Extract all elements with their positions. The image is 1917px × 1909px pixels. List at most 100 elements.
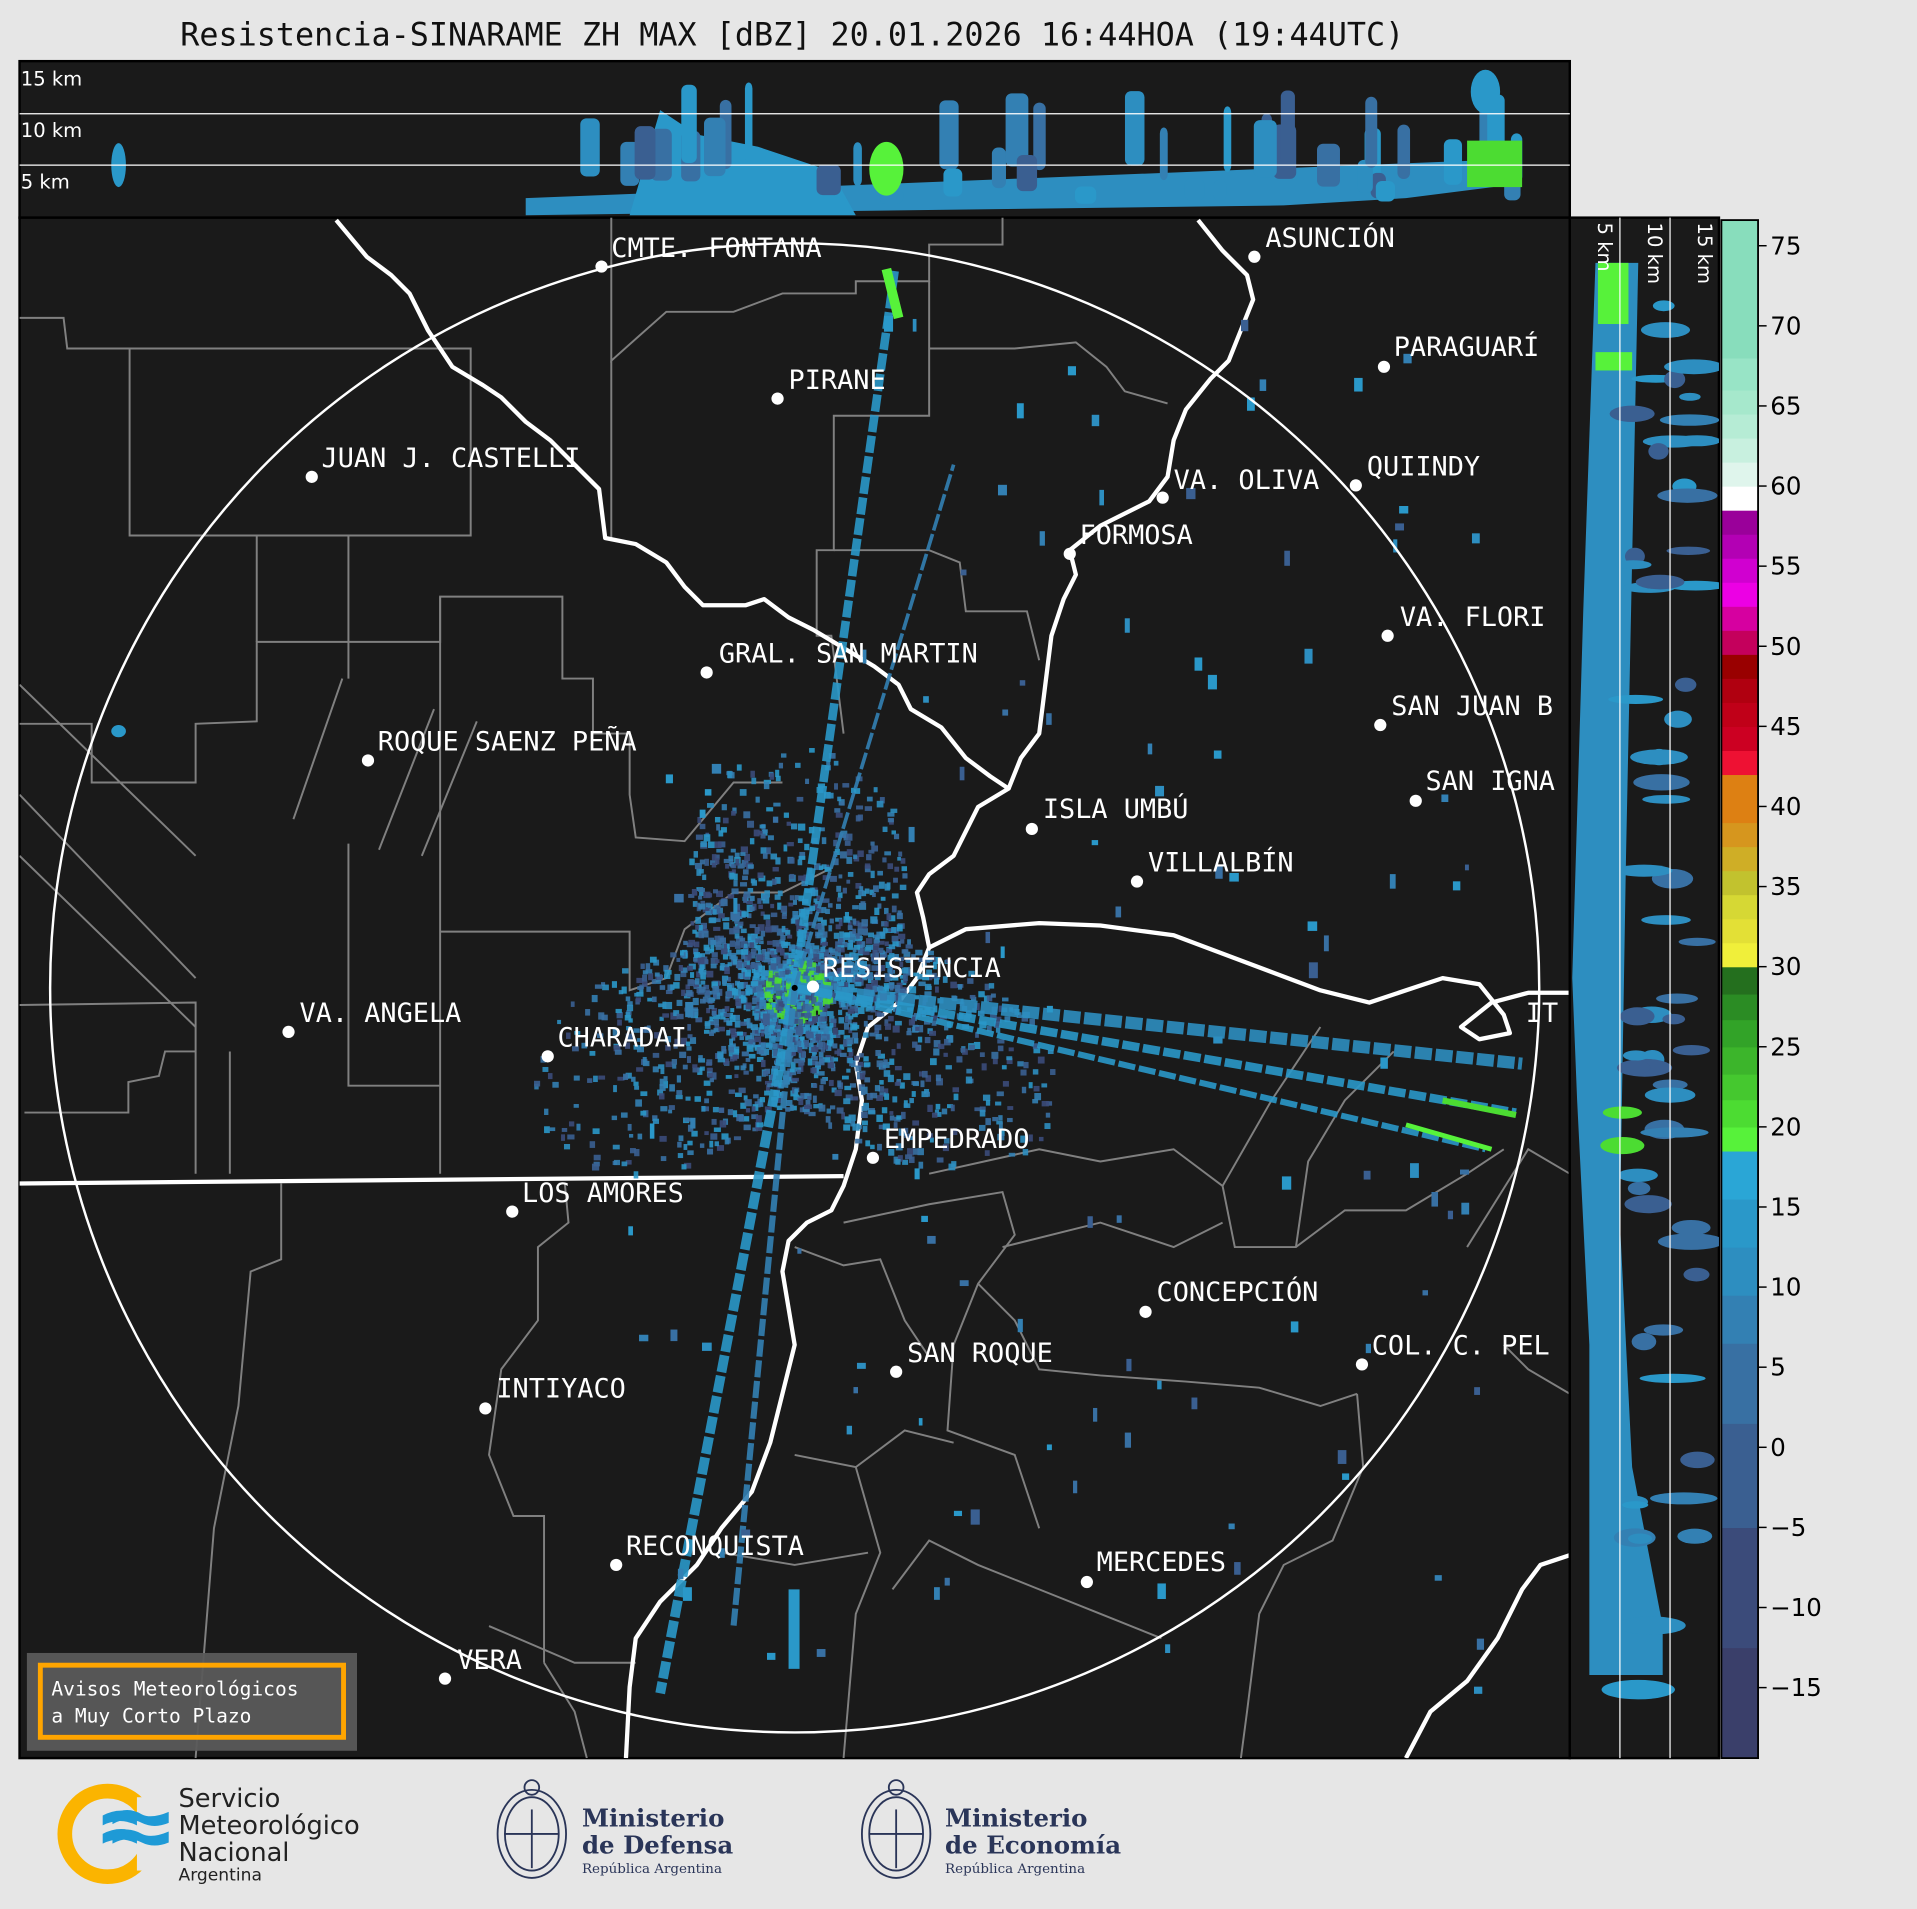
colorbar-tick-label: −15 xyxy=(1770,1673,1822,1702)
warning-box[interactable]: Avisos Meteorológicos a Muy Corto Plazo xyxy=(26,1652,357,1751)
colorbar-tick-label: 45 xyxy=(1770,712,1801,741)
colorbar-segment xyxy=(1721,1046,1759,1075)
colorbar-tick-label: 60 xyxy=(1770,472,1801,501)
colorbar-segment xyxy=(1721,582,1759,607)
height-label: 5 km xyxy=(21,170,70,193)
colorbar-segment xyxy=(1721,1247,1759,1296)
main-map[interactable]: CMTE. FONTANA PIRANE JUAN J. CASTELLI ASUNC… xyxy=(18,216,1572,1760)
colorbar-segment xyxy=(1721,1099,1759,1128)
colorbar-segment xyxy=(1721,993,1759,1021)
city-label: RECONQUISTA xyxy=(626,1531,804,1562)
colorbar-segment xyxy=(1721,822,1759,848)
city-marker xyxy=(1025,822,1038,836)
colorbar-segment xyxy=(1721,654,1759,679)
city-label: VA. ANGELA xyxy=(300,998,462,1029)
height-label: 10 km xyxy=(1643,223,1666,284)
city-marker xyxy=(610,1558,623,1572)
city-label: SAN IGNA xyxy=(1426,766,1555,797)
colorbar-segment xyxy=(1721,942,1759,968)
city-marker xyxy=(1080,1575,1093,1589)
colorbar-segment xyxy=(1721,702,1759,727)
colorbar-tick-label: 35 xyxy=(1770,872,1801,901)
city-marker xyxy=(1156,491,1169,504)
colorbar-tick-label: −5 xyxy=(1770,1513,1806,1542)
ministry-text: República Argentina xyxy=(582,1862,722,1877)
city-label: VILLALBÍN xyxy=(1148,847,1294,879)
city-label: SAN JUAN B xyxy=(1391,691,1553,722)
smn-text: Argentina xyxy=(178,1865,261,1885)
city-label: ROQUE SAENZ PEÑA xyxy=(378,726,637,758)
colorbar-segment xyxy=(1721,437,1759,463)
city-label: LOS AMORES xyxy=(522,1178,684,1209)
side-height-panel: 5 km 10 km 15 km xyxy=(1568,216,1721,1760)
city-marker xyxy=(700,666,713,679)
city-marker xyxy=(361,754,375,767)
city-marker xyxy=(1248,250,1261,263)
city-label: PIRANE xyxy=(789,365,886,396)
city-marker xyxy=(866,1151,880,1164)
argentina-coat-of-arms-icon xyxy=(860,1779,932,1879)
side-panel-echoes xyxy=(1572,262,1719,1700)
city-marker xyxy=(1374,718,1387,732)
ministry-text: Ministerio xyxy=(945,1804,1087,1833)
city-marker xyxy=(438,1672,452,1685)
city-marker xyxy=(1063,547,1076,560)
top-panel-echoes xyxy=(111,69,1523,216)
height-label: 10 km xyxy=(21,119,82,142)
colorbar-segment xyxy=(1721,1423,1759,1529)
ministry-text: de Economía xyxy=(945,1830,1121,1859)
city-label: COL. C. PEL xyxy=(1372,1331,1550,1362)
colorbar-tick-label: 65 xyxy=(1770,391,1801,420)
city-marker xyxy=(1355,1358,1369,1371)
city-label: VA. FLORI xyxy=(1400,602,1546,633)
colorbar-segment xyxy=(1721,1527,1759,1649)
city-label: ASUNCIÓN xyxy=(1265,222,1394,254)
colorbar-segment xyxy=(1721,1019,1759,1048)
city-label: GRAL. SAN MARTIN xyxy=(719,639,978,670)
ministry-text: República Argentina xyxy=(945,1862,1085,1877)
colorbar-segment xyxy=(1721,1343,1759,1424)
city-label: PARAGUARÍ xyxy=(1394,331,1540,363)
colorbar-segment xyxy=(1721,606,1759,631)
colorbar-segment xyxy=(1721,389,1759,415)
ministry-text: de Defensa xyxy=(582,1830,733,1859)
argentina-coat-of-arms-icon xyxy=(496,1779,567,1879)
colorbar-tick-label: 5 xyxy=(1770,1353,1786,1382)
colorbar-tick-label: 70 xyxy=(1770,311,1801,340)
top-height-panel: 15 km 10 km 5 km xyxy=(18,59,1572,219)
city-label: SAN ROQUE xyxy=(907,1338,1053,1369)
colorbar-tick-label: −10 xyxy=(1770,1593,1822,1622)
city-label: RESISTENCIA xyxy=(823,953,1001,984)
radar-echoes xyxy=(111,267,1523,1695)
colorbar-tick-label: 30 xyxy=(1770,952,1801,981)
city-marker xyxy=(541,1050,554,1063)
colorbar-segment xyxy=(1721,462,1759,487)
colorbar-segment xyxy=(1721,510,1759,535)
city-marker xyxy=(1377,360,1391,373)
colorbar-tick-label: 15 xyxy=(1770,1193,1801,1222)
warning-line-1: Avisos Meteorológicos xyxy=(51,1678,298,1701)
colorbar-segment xyxy=(1721,357,1759,391)
height-label: 15 km xyxy=(21,68,82,91)
colorbar-segment xyxy=(1721,534,1759,559)
colorbar-segment xyxy=(1721,774,1759,824)
city-marker xyxy=(1130,875,1144,888)
colorbar-tick-label: 75 xyxy=(1770,231,1801,260)
city-label: INTIYACO xyxy=(496,1373,625,1404)
city-label: MERCEDES xyxy=(1097,1547,1226,1578)
colorbar-tick-label: 20 xyxy=(1770,1112,1801,1141)
colorbar-segment xyxy=(1721,1074,1759,1101)
radar-site-marker xyxy=(791,984,798,991)
smn-text: Servicio xyxy=(178,1784,280,1814)
city-marker xyxy=(1381,629,1394,642)
colorbar-segment xyxy=(1721,1126,1759,1152)
city-label: IT xyxy=(1526,998,1558,1029)
colorbar-segment xyxy=(1721,918,1759,944)
colorbar-tick-label: 0 xyxy=(1770,1433,1786,1462)
city-marker xyxy=(479,1402,492,1415)
economia-logo: Ministerio de Economía República Argenti… xyxy=(860,1779,1121,1879)
city-marker xyxy=(506,1205,519,1218)
international-rivers xyxy=(19,218,1570,1759)
colorbar-segment xyxy=(1721,220,1759,359)
